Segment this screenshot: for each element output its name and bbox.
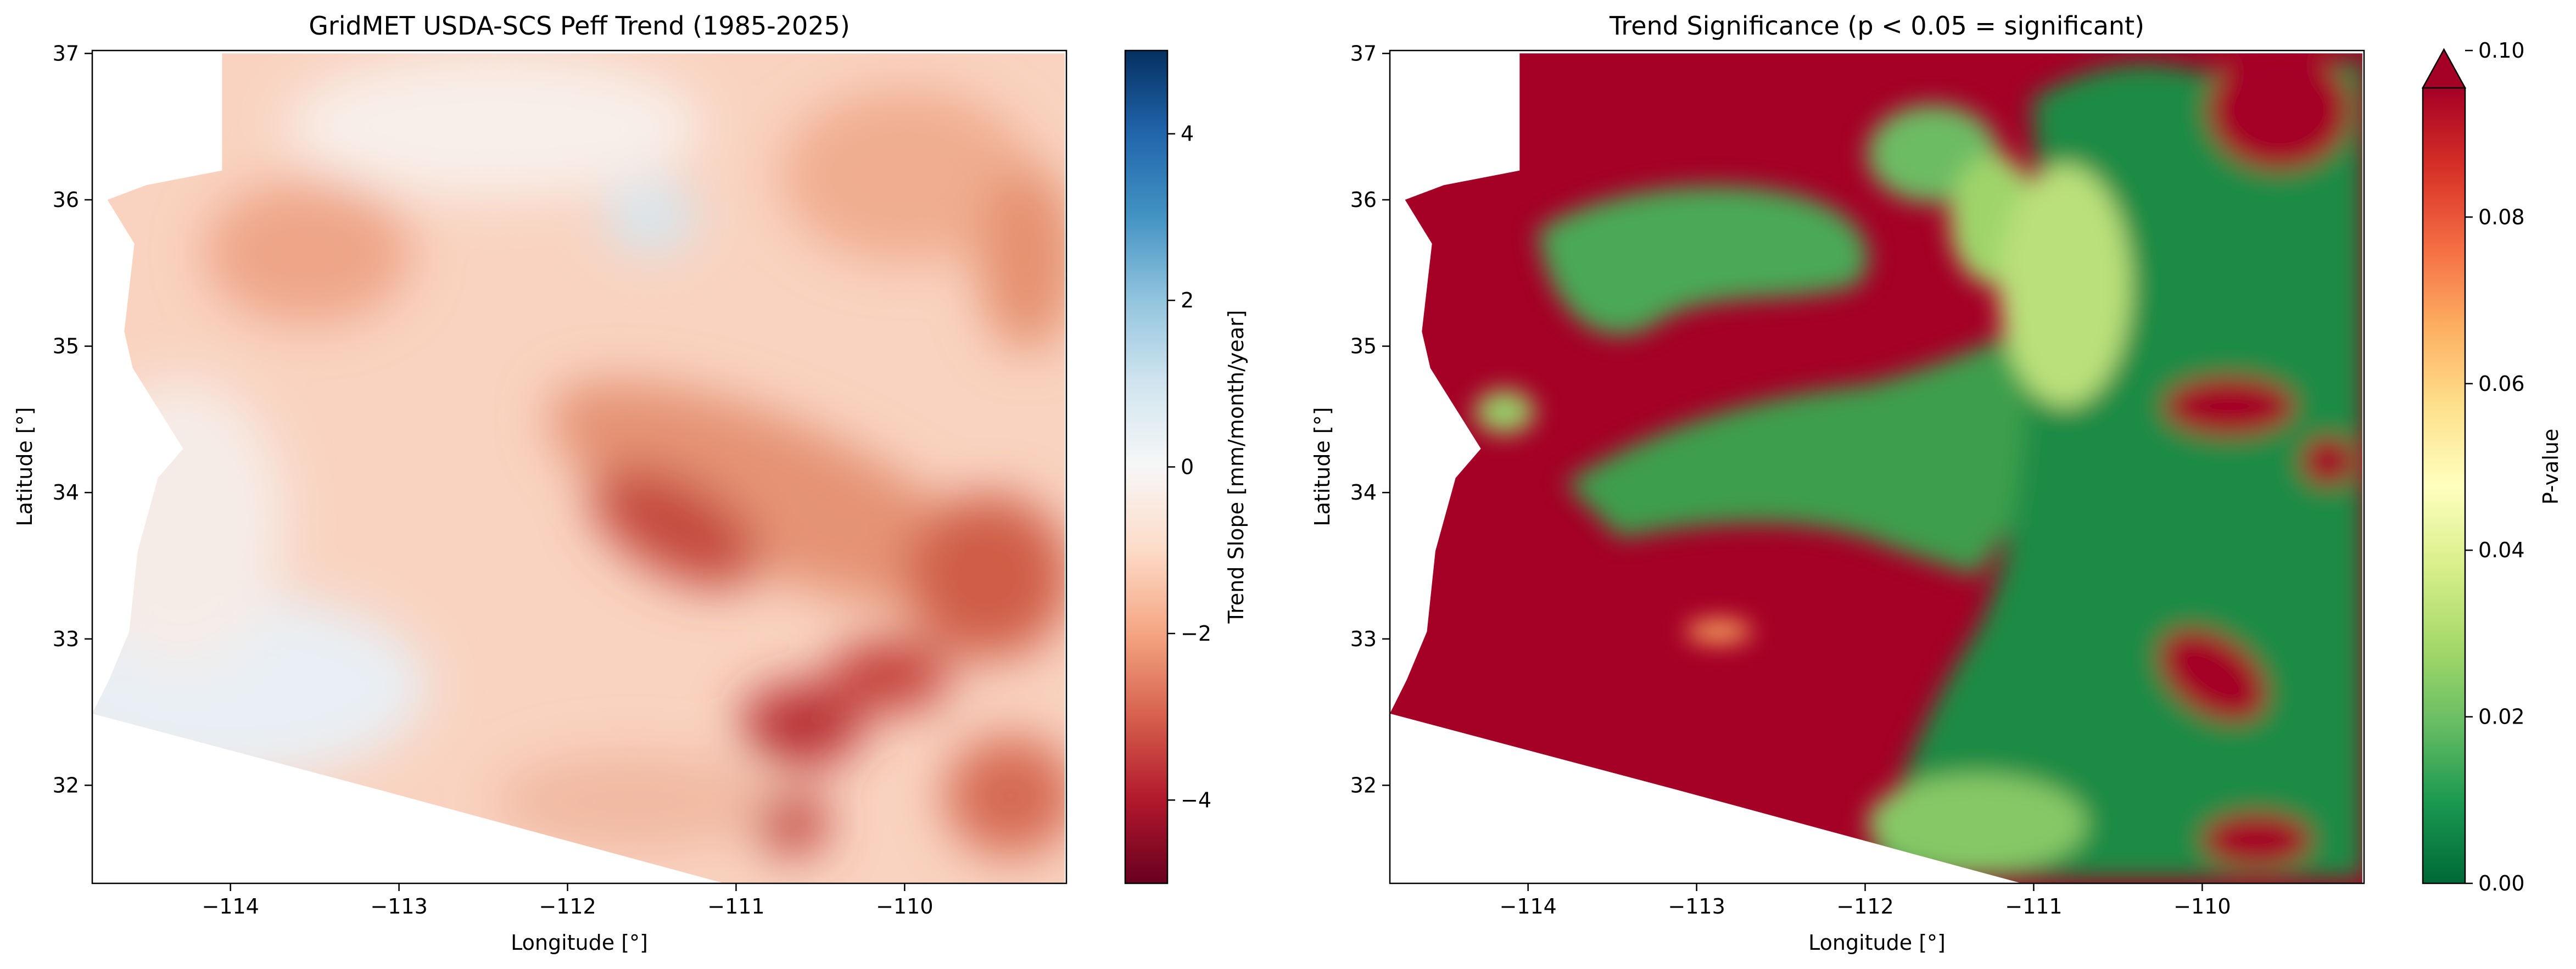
x-tick-label: −111 [707,894,764,918]
x-tick-label: −112 [1836,894,1893,918]
colorbar-gradient [1124,49,1169,884]
y-tick-label: 36 [1350,188,1377,212]
nonsig-east-blob-1 [2164,376,2295,436]
heatmap-field [92,53,1065,883]
decline-north-west [203,181,412,324]
decline-far-east [977,165,1065,351]
colorbar-tick-label: 0.02 [2478,705,2525,729]
x-tick-label: −111 [2005,894,2062,918]
plot-frame [91,49,1068,884]
colorbar-tick-label: 0 [1181,455,1194,479]
decline-south-central [494,752,769,851]
colorbar-tick-label: 0.00 [2478,871,2525,895]
near-zero-west [92,379,286,664]
significance-chart: Trend Significance (p < 0.05 = significa… [1310,11,2563,955]
decline-north-east [780,88,1032,264]
colorbar-tick-label: 0.10 [2478,38,2525,63]
x-tick-label: −113 [370,894,427,918]
significant-northwest [1538,186,1869,335]
colorbar-ticks: 0.00 0.02 0.04 0.06 0.08 0.10 [2465,38,2525,895]
axis-ticks: −114 −113 −112 −111 −110 32 33 34 35 36 37 [1350,41,2231,918]
colorbar: −4 −2 0 2 4 Trend Slope [mm/month/year] [1124,49,1248,884]
colorbar-label: Trend Slope [mm/month/year] [1224,310,1248,624]
colorbar-tick-label: 0.04 [2478,538,2525,562]
y-tick-label: 32 [53,773,79,797]
x-tick-label: −110 [2173,894,2231,918]
x-tick-label: −113 [1668,894,1725,918]
y-tick-label: 36 [53,188,79,212]
y-axis-label: Latitude [°] [1310,407,1334,526]
nonsig-east-blob-3 [2202,813,2312,867]
trend-slope-chart: GridMET USDA-SCS Peff Trend (1985-2025) [13,11,1248,955]
y-axis-label: Latitude [°] [13,407,37,526]
nonsig-east-blob-2 [2159,628,2267,722]
y-tick-label: 33 [53,627,79,651]
y-tick-label: 33 [1350,627,1377,651]
decline-central-core [590,467,761,587]
colorbar-ticks: −4 −2 0 2 4 [1167,122,1211,812]
heatmap-field [1390,53,2362,883]
axis-ticks: −114 −113 −112 −111 −110 32 33 34 35 36 37 [53,41,934,918]
colorbar-gradient [2422,87,2466,884]
significant-central-band [1565,307,2142,576]
x-tick-label: −114 [1499,894,1556,918]
x-axis-label: Longitude [°] [1808,931,1946,955]
colorbar-tick-label: 4 [1181,122,1194,146]
chart-title: Trend Significance (p < 0.05 = significa… [1609,11,2144,41]
decline-east-core [906,494,1065,659]
y-tick-label: 34 [53,480,79,505]
colorbar-tick-label: 2 [1181,288,1194,312]
colorbar-tick-label: 0.08 [2478,205,2525,229]
moderate-west-spot [1474,390,1535,434]
y-tick-label: 37 [53,41,79,65]
colorbar: 0.00 0.02 0.04 0.06 0.08 0.10 P-value [2421,38,2563,895]
colorbar-tick-label: −4 [1181,788,1211,812]
x-tick-label: −112 [539,894,596,918]
y-tick-label: 35 [53,334,79,359]
decline-south-east-corner [945,736,1065,856]
chart-title: GridMET USDA-SCS Peff Trend (1985-2025) [309,11,850,41]
decline-southeast-3 [752,793,829,854]
colorbar-tick-label: 0.06 [2478,372,2525,396]
nonsig-northeast [2208,53,2350,170]
y-tick-label: 35 [1350,334,1377,359]
decline-southeast-1 [741,684,862,766]
x-tick-label: −114 [202,894,259,918]
colorbar-label: P-value [2539,429,2563,505]
y-tick-label: 32 [1350,773,1377,797]
nonsig-east-small [2301,436,2356,486]
significant-south-west [1867,774,2087,873]
near-zero-north [286,55,703,198]
moderate-west-spot-2 [1686,620,1752,642]
moderate-ring-east [1999,165,2131,406]
y-tick-label: 34 [1350,480,1377,505]
colorbar-extend-arrow [2421,48,2467,89]
x-tick-label: −110 [876,894,933,918]
x-axis-label: Longitude [°] [511,931,648,955]
decline-southeast-2 [829,640,950,711]
y-tick-label: 37 [1350,41,1377,65]
positive-spot [604,181,697,253]
colorbar-tick-label: −2 [1181,621,1211,646]
plot-frame [1389,49,2365,884]
heatmap-features [1474,53,2362,878]
decline-central-band [547,380,990,608]
